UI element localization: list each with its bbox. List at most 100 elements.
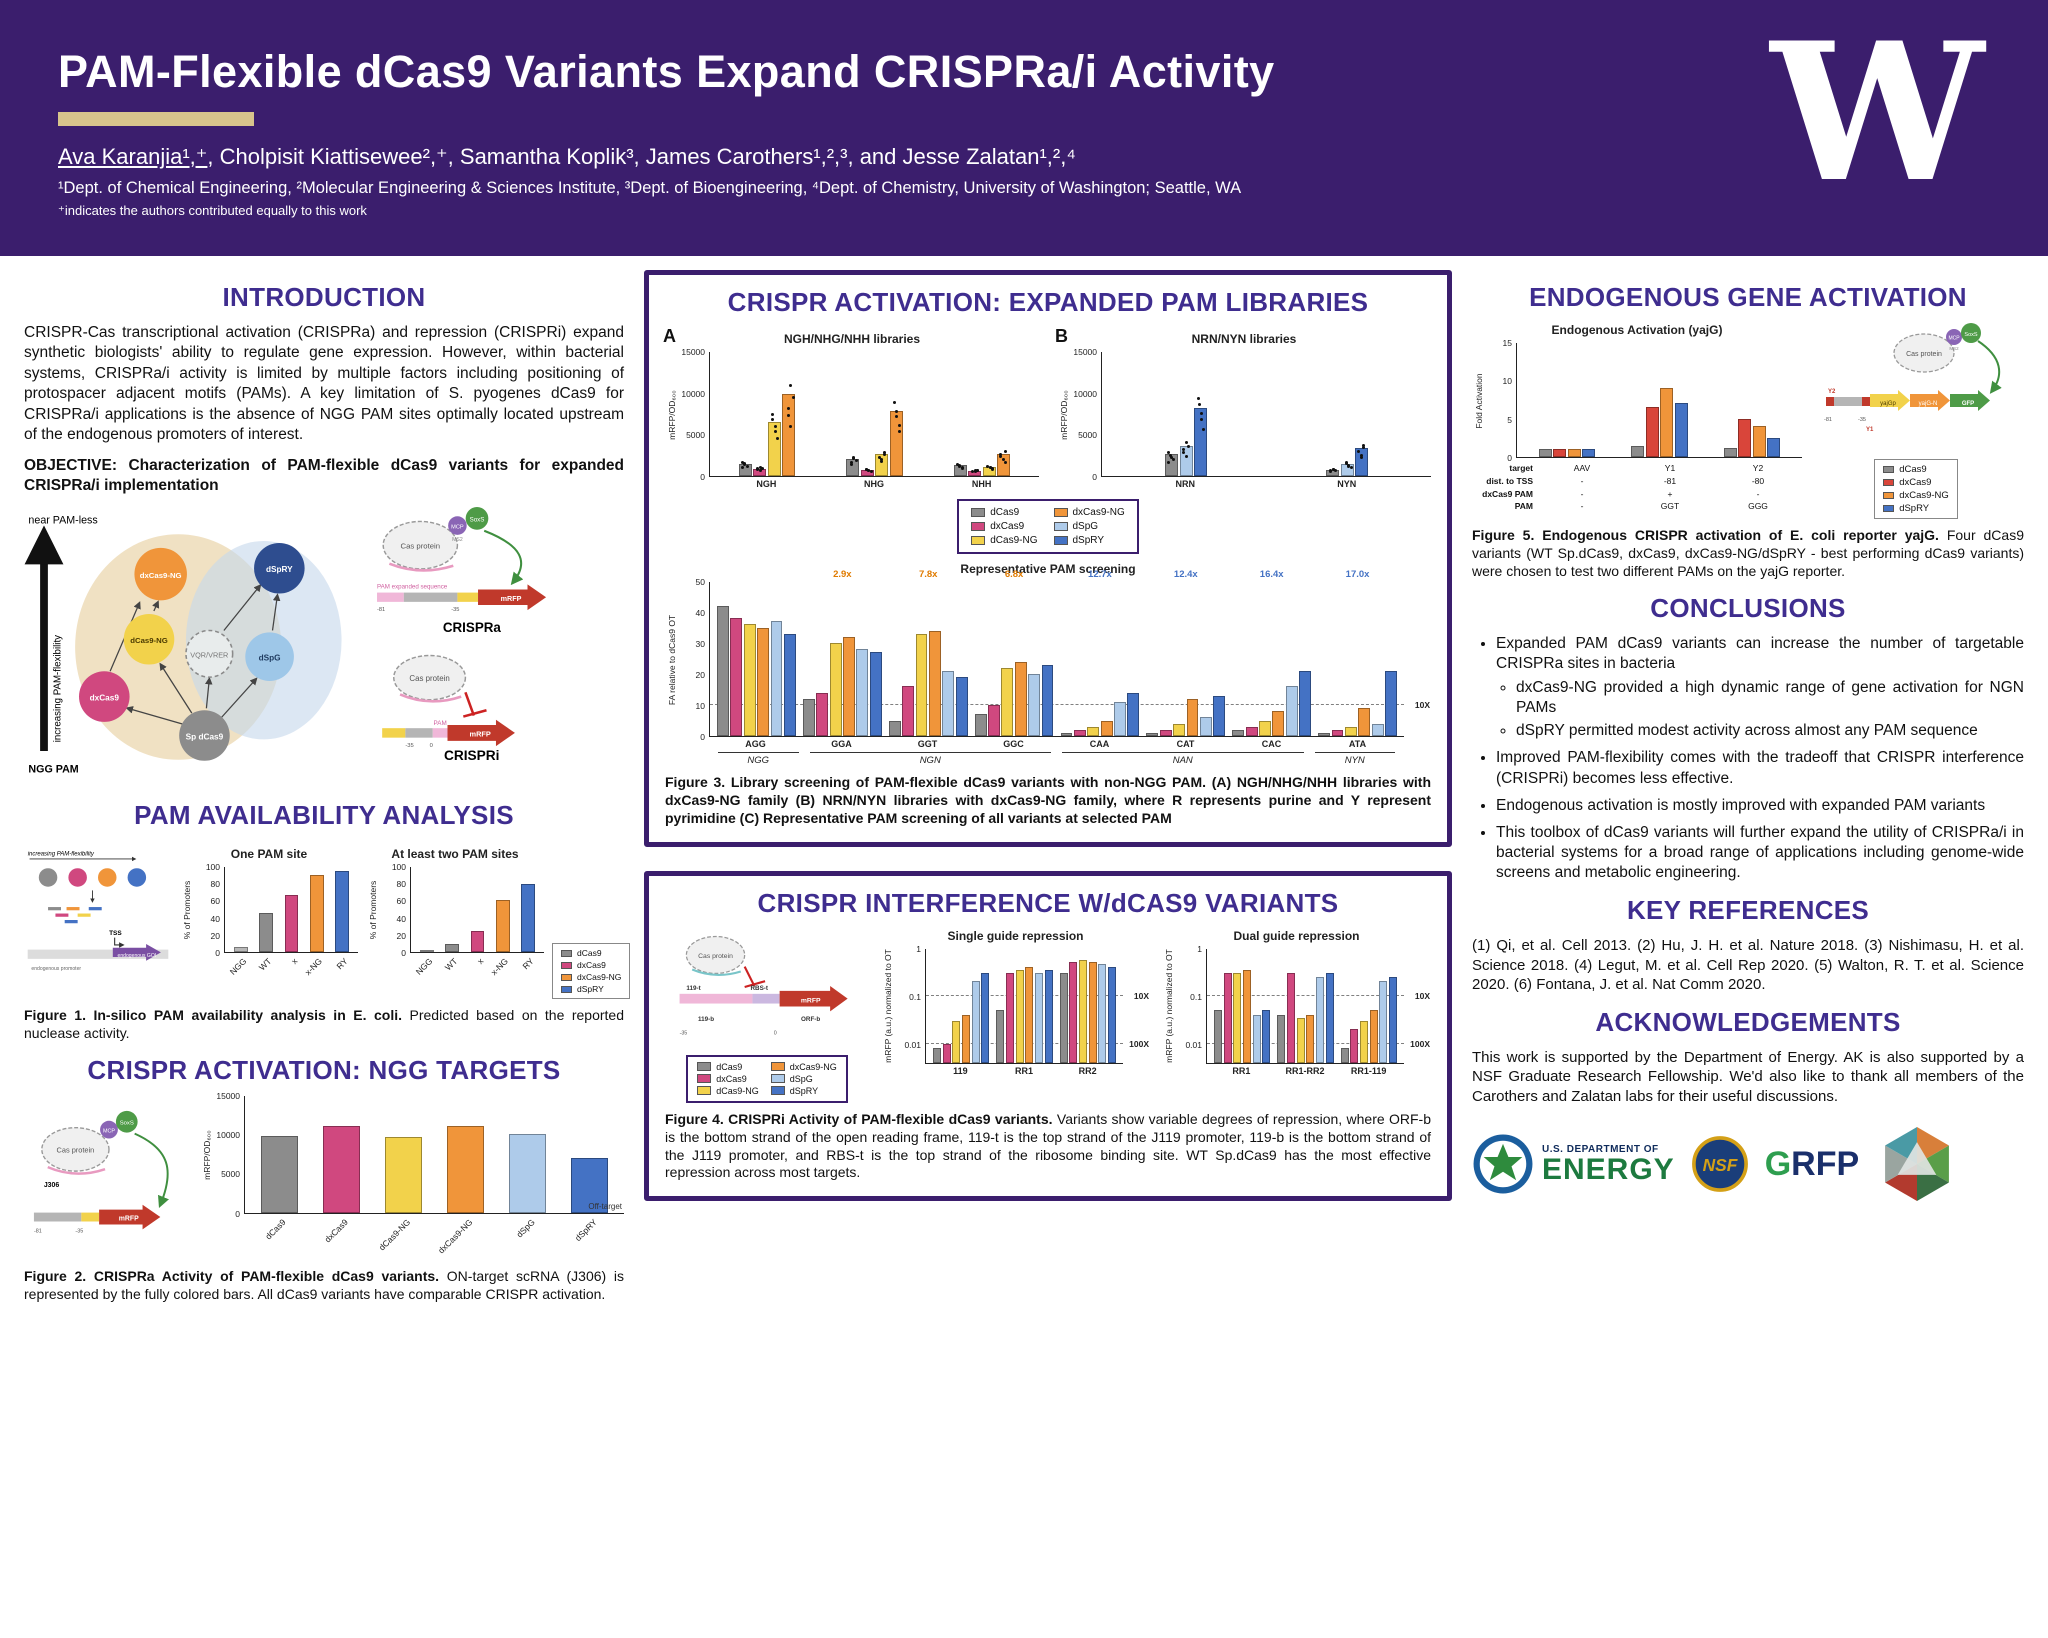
chart-title: One PAM site (230, 847, 308, 861)
figure3-caption-label: Figure 3. Library screening of PAM-flexi… (665, 774, 1206, 790)
variant-dxcas9: dxCas9 (79, 671, 130, 722)
flexibility-label: increasing PAM-flexibility (28, 851, 95, 857)
bar-group: 12.7x (1059, 569, 1142, 736)
variant-label: dxCas9-NG (140, 571, 182, 580)
bar (323, 1126, 360, 1213)
x-tick-label: NHG (822, 477, 927, 489)
crispri-caption: CRISPRi (444, 748, 500, 763)
y-tick-label: 0 (1092, 472, 1097, 482)
mcp-label: MCP (1948, 336, 1960, 342)
section-title-introduction: INTRODUCTION (222, 282, 426, 312)
bar (1340, 1048, 1349, 1063)
mrfp-gene-arrow (779, 985, 848, 1012)
bar (955, 677, 968, 736)
bar (1069, 962, 1078, 1063)
bar-group (1339, 949, 1399, 1063)
y-axis-label-text: Fold Activation (1474, 372, 1484, 429)
x-tick-label: x-NG (303, 953, 327, 999)
bar-slot (441, 867, 463, 952)
promoter-block (1834, 397, 1862, 406)
data-point (895, 409, 899, 413)
data-point (973, 470, 977, 474)
legend-label: dCas9-NG (990, 535, 1038, 546)
condition-table-row: PAM - GGT GGG (1472, 500, 1802, 513)
variant-flexibility-diagram: near PAM-less increasing PAM-flexibility… (24, 515, 342, 775)
mrfp-label: mRFP (119, 1215, 139, 1222)
variant-dspry: dSpRY (254, 542, 305, 594)
figure1-row: increasing PAM-flexibility TSS (24, 841, 631, 999)
y-axis-label-text: mRFP/OD₆₀₀ (667, 389, 677, 440)
bar (888, 720, 901, 736)
figure4-caption-label: Figure 4. CRISPRi Activity of PAM-flexib… (665, 1110, 1053, 1127)
promoter-block (403, 592, 458, 602)
bar (1344, 726, 1357, 736)
data-point (999, 454, 1003, 458)
bar (942, 1043, 951, 1063)
bar (974, 714, 987, 736)
bar (1173, 723, 1186, 736)
bar (1073, 729, 1086, 736)
bar (1199, 717, 1212, 736)
goi-arrow (112, 944, 161, 961)
bar-group (1058, 949, 1118, 1063)
data-point (976, 469, 980, 473)
legend-item: dSpRY (770, 1086, 837, 1096)
soxs-circle (1961, 323, 1981, 343)
grfp-rfp: RFP (1791, 1145, 1860, 1184)
x-tick-label: NRN (1106, 477, 1265, 489)
nsf-logo: NSF (1691, 1136, 1748, 1193)
activation-arrow (1977, 340, 2002, 394)
evolution-arrow (159, 662, 193, 714)
legend-item: dCas9 (1883, 464, 1949, 475)
pam-hit (55, 913, 69, 917)
mcp-circle (100, 1120, 118, 1139)
x-tick-text: dxCas9-NG (436, 1216, 475, 1256)
legend-swatch (770, 1074, 785, 1084)
bar (942, 670, 955, 736)
chart-x-labels: NGG WT x x-NG RY (410, 953, 544, 999)
y-tick-label: 0 (401, 948, 406, 958)
legend-item: dSpG (770, 1074, 837, 1084)
chart-y-axis: 0 20 40 60 80 100 (194, 862, 224, 958)
bar (1159, 729, 1172, 736)
fold-annotation: 2.9x (833, 569, 852, 580)
data-point (786, 413, 790, 417)
x-tick-text: GGT (917, 739, 938, 749)
bar (1245, 726, 1258, 736)
data-point (869, 469, 873, 473)
condition-value: - (1580, 475, 1584, 486)
conclusion-item: Improved PAM-flexibility comes with the … (1496, 748, 2024, 788)
bar (335, 871, 349, 952)
pam-group-label: NGN (809, 752, 1051, 766)
bar (1015, 969, 1024, 1063)
y-tick-label: 15000 (1073, 347, 1097, 357)
fold-annotation: 12.7x (1088, 569, 1112, 580)
condition-row-label: dxCas9 PAM (1482, 488, 1533, 499)
x-tick-label: RY (331, 953, 353, 999)
bar (1379, 981, 1388, 1063)
mcp-label: MCP (451, 525, 464, 531)
condition-value: + (1667, 488, 1673, 499)
chart-y-axis: 1 0.1 0.01 (1176, 944, 1206, 1064)
institute-hex-logo (1885, 1127, 1950, 1202)
fig5-condition-table: target AAV Y1 Y2 dist. to TSS - -81 -80 dxCas9 P… (1472, 462, 1802, 513)
x-tick-text: RY (334, 956, 350, 972)
legend-item: dSpRY (1883, 503, 1949, 514)
figure1-caption-label: Figure 1. In-silico PAM availability ana… (24, 1007, 402, 1023)
x-tick-text: NRN (1175, 479, 1196, 489)
chart-body: mRFP/OD₆₀₀ 0 5000 10000 15000 NRN NYN (1057, 347, 1431, 489)
x-tick-label: RR1-RR2 (1275, 1064, 1336, 1076)
data-point (880, 460, 884, 464)
figure5-caption-label: Figure 5. Endogenous CRISPR activation o… (1472, 527, 1939, 543)
pam-group-label: NGG (718, 752, 799, 766)
chart-title: Single guide repression (947, 928, 1084, 943)
x-tick-label: dxCas9 (311, 1214, 370, 1260)
bar-group (1107, 352, 1265, 476)
y-tick-label: 80 (210, 879, 220, 890)
promoter-block (405, 728, 433, 738)
bar (1214, 1010, 1223, 1063)
figure4-left: Cas protein 119-t RBS-t mRFP 119-b ORF-b (665, 929, 869, 1103)
bar (961, 1014, 971, 1063)
legend-item: dxCas9-NG (1053, 507, 1125, 518)
bar (757, 627, 770, 736)
